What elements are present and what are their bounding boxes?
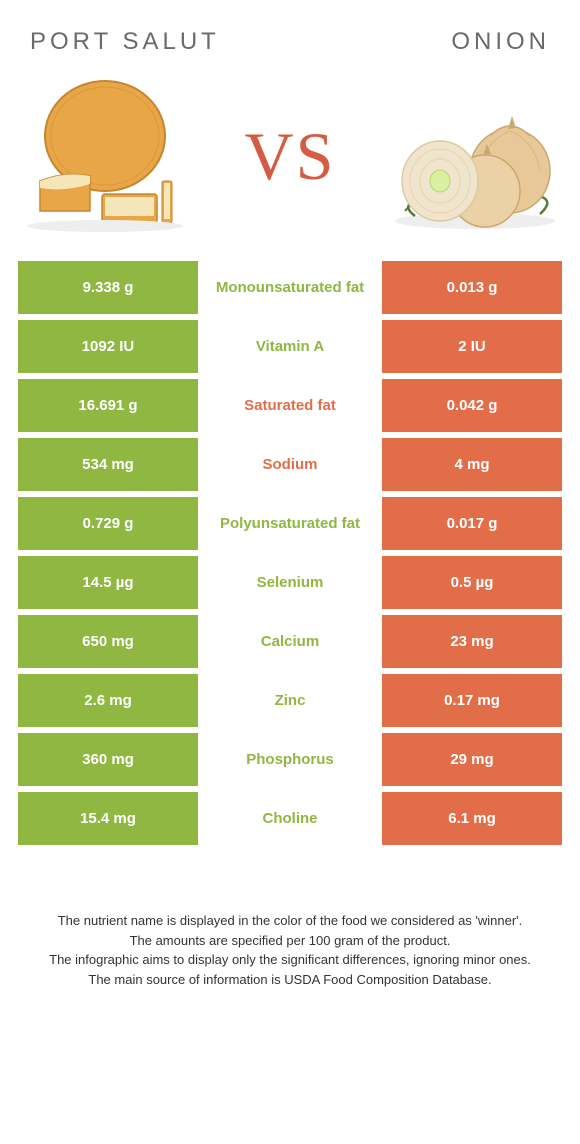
- left-value: 15.4 mg: [18, 792, 198, 845]
- left-food-title: Port Salut: [30, 28, 220, 56]
- table-row: 534 mgSodium4 mg: [18, 438, 562, 491]
- right-value: 0.042 g: [382, 379, 562, 432]
- nutrient-label: Calcium: [198, 615, 382, 668]
- right-value: 2 IU: [382, 320, 562, 373]
- nutrient-label: Zinc: [198, 674, 382, 727]
- table-row: 360 mgPhosphorus29 mg: [18, 733, 562, 786]
- nutrient-label: Sodium: [198, 438, 382, 491]
- left-value: 14.5 µg: [18, 556, 198, 609]
- nutrient-label: Phosphorus: [198, 733, 382, 786]
- footnote-line: The nutrient name is displayed in the co…: [30, 911, 550, 931]
- port-salut-icon: [20, 76, 195, 236]
- table-row: 15.4 mgCholine6.1 mg: [18, 792, 562, 845]
- footnote-line: The main source of information is USDA F…: [30, 970, 550, 990]
- left-value: 16.691 g: [18, 379, 198, 432]
- food-images-row: VS: [0, 66, 580, 261]
- vs-label: VS: [245, 117, 336, 196]
- left-value: 2.6 mg: [18, 674, 198, 727]
- nutrient-label: Selenium: [198, 556, 382, 609]
- nutrient-label: Monounsaturated fat: [198, 261, 382, 314]
- right-value: 0.017 g: [382, 497, 562, 550]
- footnote-line: The amounts are specified per 100 gram o…: [30, 931, 550, 951]
- footnote-line: The infographic aims to display only the…: [30, 950, 550, 970]
- nutrient-label: Polyunsaturated fat: [198, 497, 382, 550]
- nutrient-label: Choline: [198, 792, 382, 845]
- left-value: 534 mg: [18, 438, 198, 491]
- nutrient-label: Vitamin A: [198, 320, 382, 373]
- right-food-title: Onion: [451, 28, 550, 56]
- table-row: 2.6 mgZinc0.17 mg: [18, 674, 562, 727]
- right-value: 6.1 mg: [382, 792, 562, 845]
- table-row: 1092 IUVitamin A2 IU: [18, 320, 562, 373]
- header: Port Salut Onion: [0, 0, 580, 66]
- comparison-table: 9.338 gMonounsaturated fat0.013 g 1092 IU…: [0, 261, 580, 845]
- right-value: 29 mg: [382, 733, 562, 786]
- left-value: 9.338 g: [18, 261, 198, 314]
- table-row: 0.729 gPolyunsaturated fat0.017 g: [18, 497, 562, 550]
- footnotes: The nutrient name is displayed in the co…: [0, 851, 580, 1019]
- right-value: 0.17 mg: [382, 674, 562, 727]
- left-value: 360 mg: [18, 733, 198, 786]
- right-value: 23 mg: [382, 615, 562, 668]
- table-row: 650 mgCalcium23 mg: [18, 615, 562, 668]
- onion-icon: [385, 76, 560, 236]
- right-value: 0.5 µg: [382, 556, 562, 609]
- table-row: 16.691 gSaturated fat0.042 g: [18, 379, 562, 432]
- table-row: 14.5 µgSelenium0.5 µg: [18, 556, 562, 609]
- table-row: 9.338 gMonounsaturated fat0.013 g: [18, 261, 562, 314]
- right-value: 4 mg: [382, 438, 562, 491]
- nutrient-label: Saturated fat: [198, 379, 382, 432]
- left-value: 1092 IU: [18, 320, 198, 373]
- left-value: 0.729 g: [18, 497, 198, 550]
- right-value: 0.013 g: [382, 261, 562, 314]
- left-value: 650 mg: [18, 615, 198, 668]
